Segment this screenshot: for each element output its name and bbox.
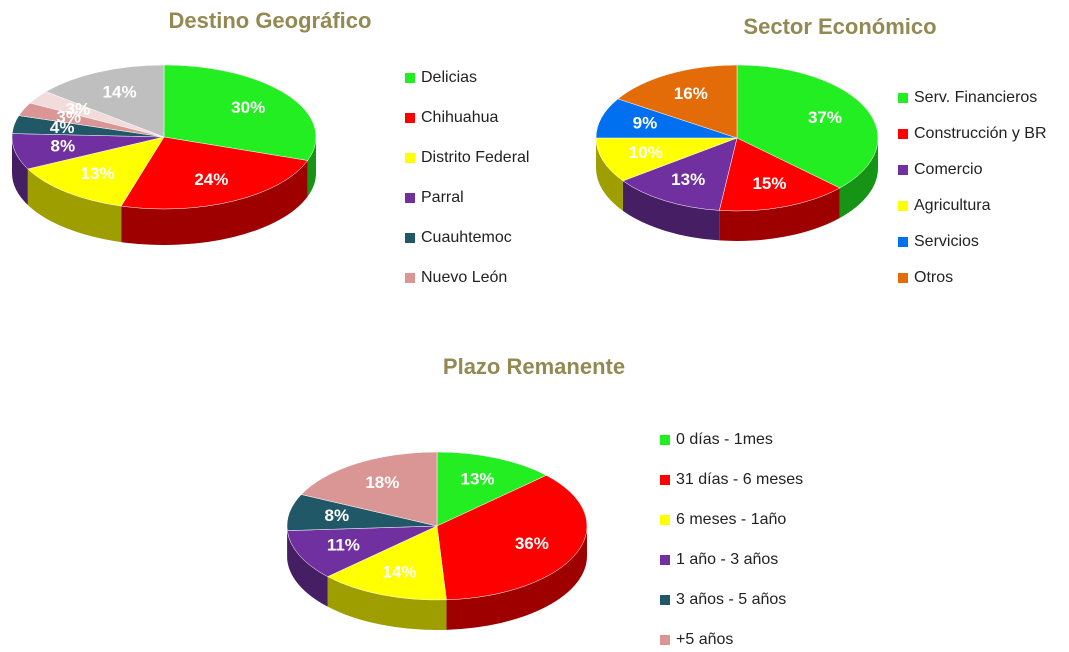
pie-slice <box>736 64 879 189</box>
data-label: 10% <box>629 143 663 162</box>
pie-slice <box>436 475 588 601</box>
legend-swatch <box>405 193 415 203</box>
legend-swatch <box>898 129 908 139</box>
pie-slice <box>617 64 738 139</box>
data-label: 11% <box>327 535 360 554</box>
pie-slice <box>120 136 309 210</box>
legend-swatch <box>405 153 415 163</box>
pie-slice <box>45 64 165 138</box>
data-label: 36% <box>515 534 549 553</box>
legend-swatch <box>660 435 670 445</box>
pie-slice <box>287 525 438 577</box>
legend-swatch <box>898 273 908 283</box>
data-label: 13% <box>81 164 115 183</box>
data-label: 8% <box>325 506 350 525</box>
pie-slice <box>163 64 317 161</box>
legend-label: Cuauhtemoc <box>421 229 512 246</box>
data-label: 9% <box>633 114 658 133</box>
legend-label: Otros <box>914 269 953 286</box>
legend-label: Parral <box>421 189 464 206</box>
pie-side <box>27 168 122 243</box>
data-label: 24% <box>194 170 228 189</box>
legend-label: Chihuahua <box>421 109 499 126</box>
legend-swatch <box>660 595 670 605</box>
chart-title: Destino Geográfico <box>169 8 372 33</box>
legend-swatch <box>405 233 415 243</box>
pie-side <box>719 187 840 241</box>
data-label: 8% <box>51 137 76 156</box>
legend-label: 3 años - 5 años <box>676 591 786 608</box>
data-label: 4% <box>50 118 75 137</box>
pie-slice <box>622 137 738 211</box>
data-label: 3% <box>56 108 81 127</box>
pie-slice <box>719 137 841 212</box>
legend-label: +5 años <box>676 631 733 648</box>
legend-swatch <box>405 273 415 283</box>
data-label: 14% <box>382 562 416 581</box>
data-label: 16% <box>674 84 708 103</box>
data-label: 30% <box>231 98 265 117</box>
data-label: 3% <box>66 99 91 118</box>
pie-side <box>327 576 447 630</box>
legend-label: Serv. Financieros <box>914 89 1037 106</box>
data-label: 15% <box>752 174 786 193</box>
legend-swatch <box>660 515 670 525</box>
legend-label: 0 días - 1mes <box>676 431 773 448</box>
pie-side <box>596 138 623 211</box>
pie-side <box>622 180 720 241</box>
chart-title: Sector Económico <box>743 14 936 39</box>
pie-slice <box>327 525 447 601</box>
legend-label: Delicias <box>421 69 477 86</box>
legend-label: Construcción y BR <box>914 125 1047 142</box>
data-label: 18% <box>365 473 399 492</box>
legend-label: Servicios <box>914 233 979 250</box>
legend-swatch <box>660 555 670 565</box>
pie-side <box>446 526 587 630</box>
pie-slice <box>595 137 738 182</box>
legend-swatch <box>405 113 415 123</box>
legend-label: 31 días - 6 meses <box>676 471 803 488</box>
chart-title: Plazo Remanente <box>443 354 625 379</box>
legend-swatch <box>898 237 908 247</box>
data-label: 14% <box>103 82 137 101</box>
pie-side <box>307 137 316 197</box>
pie-slice <box>300 451 438 527</box>
legend-swatch <box>898 93 908 103</box>
legend-label: Agricultura <box>914 197 991 214</box>
legend-label: 1 año - 3 años <box>676 551 778 568</box>
legend-label: Comercio <box>914 161 983 178</box>
data-label: 37% <box>808 108 842 127</box>
pie-slice <box>595 98 738 139</box>
pie-side <box>839 138 878 218</box>
pie-side <box>287 530 328 607</box>
pie-side <box>121 160 308 245</box>
legend-label: Distrito Federal <box>421 149 529 166</box>
legend-label: Nuevo León <box>421 269 507 286</box>
data-label: 13% <box>671 170 705 189</box>
legend-swatch <box>660 475 670 485</box>
pie-slice <box>436 451 547 527</box>
legend-label: 6 meses - 1año <box>676 511 786 528</box>
legend-swatch <box>898 201 908 211</box>
legend-swatch <box>660 635 670 645</box>
pie-slice <box>27 136 165 207</box>
data-label: 13% <box>460 469 494 488</box>
legend-swatch <box>898 165 908 175</box>
legend-swatch <box>405 73 415 83</box>
